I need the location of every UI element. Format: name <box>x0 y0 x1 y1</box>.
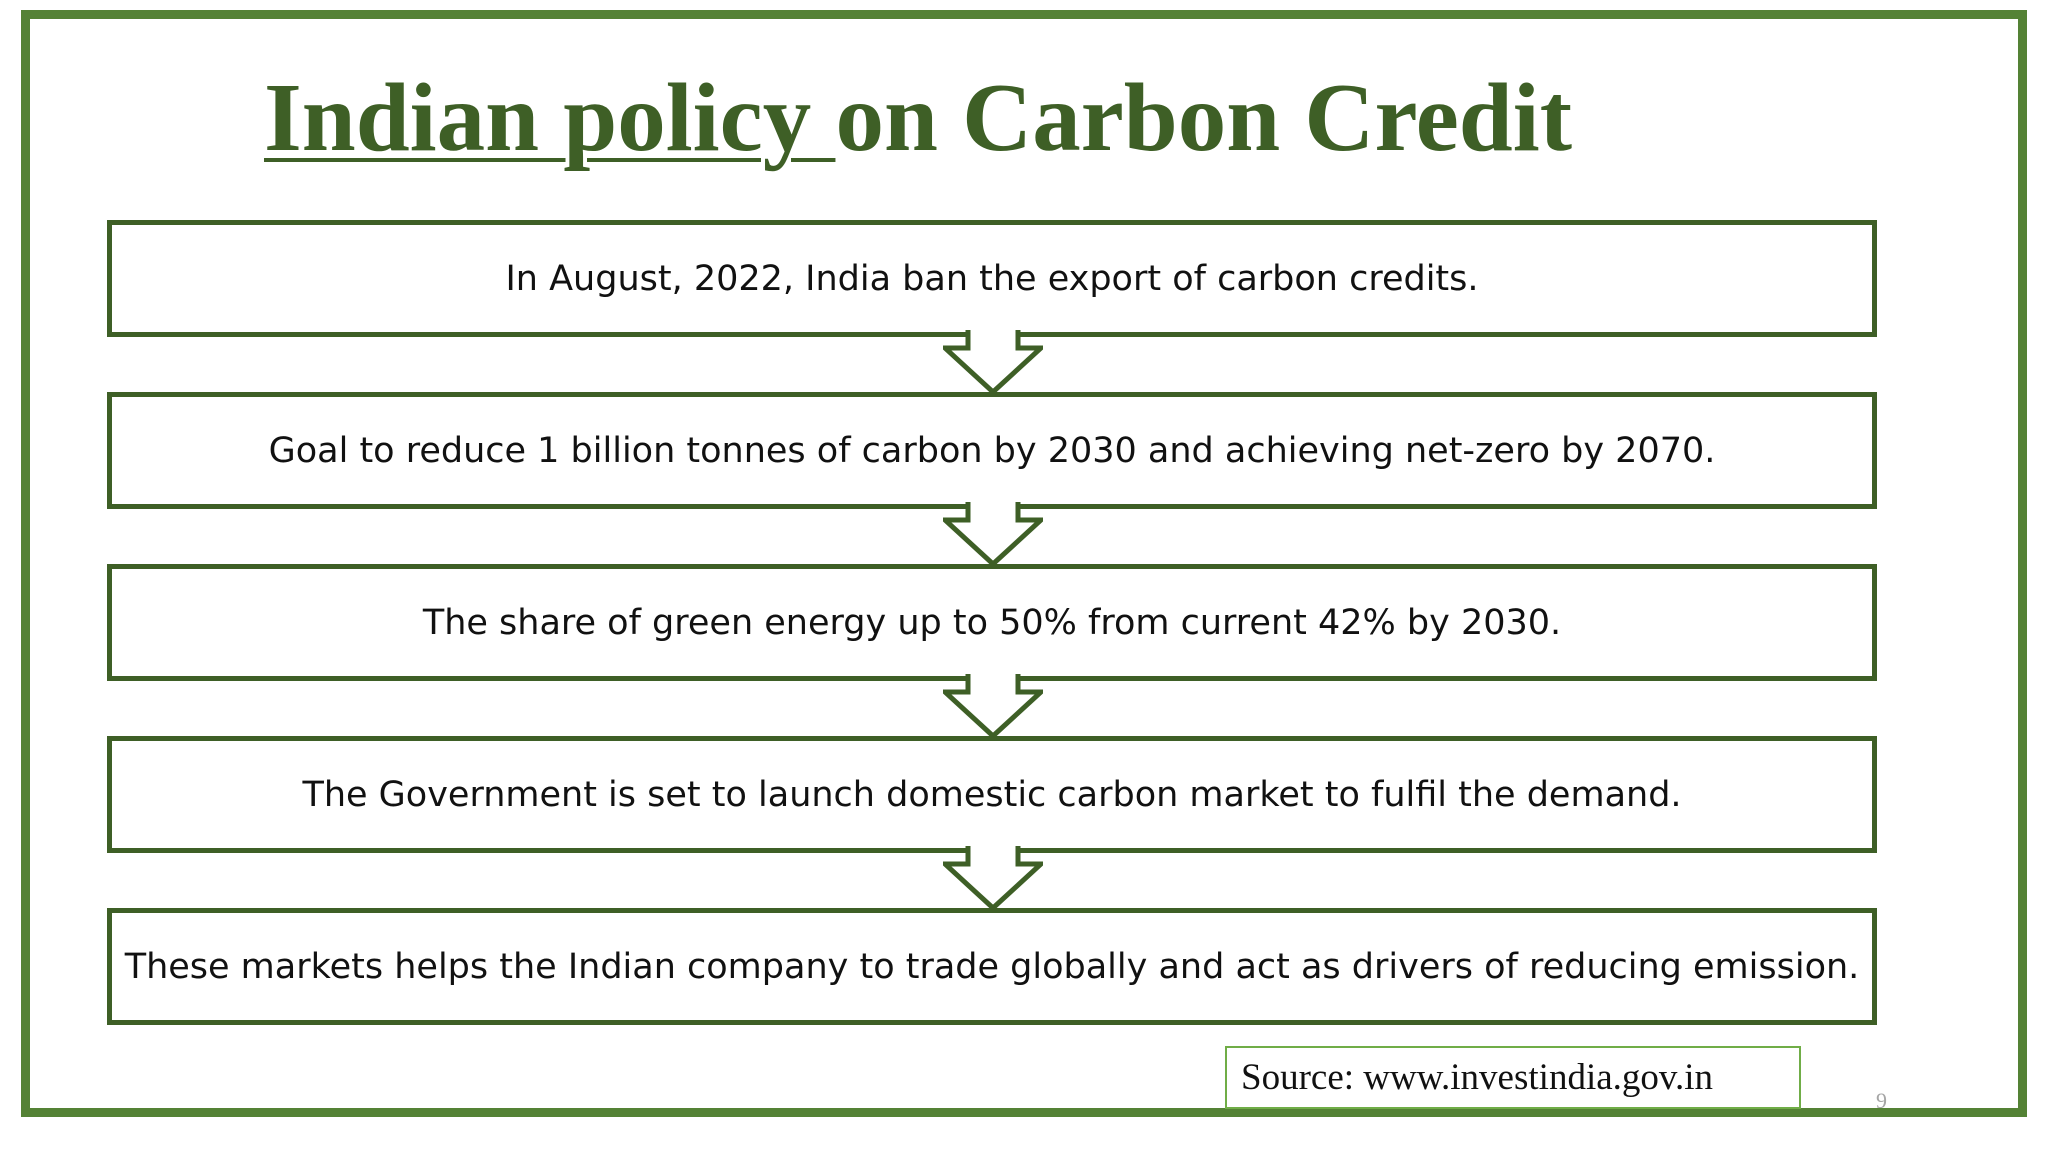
step-text-3: The share of green energy up to 50% from… <box>422 602 1562 643</box>
source-text: Source: www.investindia.gov.in <box>1241 1057 1714 1098</box>
step-box-3: The share of green energy up to 50% from… <box>107 564 1877 681</box>
slide-title-rest: on Carbon Credit <box>835 64 1572 171</box>
step-box-2: Goal to reduce 1 billion tonnes of carbo… <box>107 392 1877 509</box>
step-text-2: Goal to reduce 1 billion tonnes of carbo… <box>268 430 1716 471</box>
down-arrow-icon <box>943 674 1043 738</box>
slide-title-underlined: Indian policy <box>264 64 836 171</box>
step-box-5: These markets helps the Indian company t… <box>107 908 1877 1025</box>
page-number: 9 <box>1876 1088 1887 1113</box>
step-text-4: The Government is set to launch domestic… <box>302 774 1682 815</box>
down-arrow-icon <box>943 502 1043 566</box>
slide-title: Indian policy on Carbon Credit <box>264 62 1572 174</box>
step-box-1: In August, 2022, India ban the export of… <box>107 220 1877 337</box>
step-text-5: These markets helps the Indian company t… <box>124 946 1860 987</box>
down-arrow-icon <box>943 846 1043 910</box>
step-box-4: The Government is set to launch domestic… <box>107 736 1877 853</box>
down-arrow-icon <box>943 330 1043 394</box>
step-text-1: In August, 2022, India ban the export of… <box>505 258 1479 299</box>
source-box: Source: www.investindia.gov.in <box>1225 1046 1801 1109</box>
